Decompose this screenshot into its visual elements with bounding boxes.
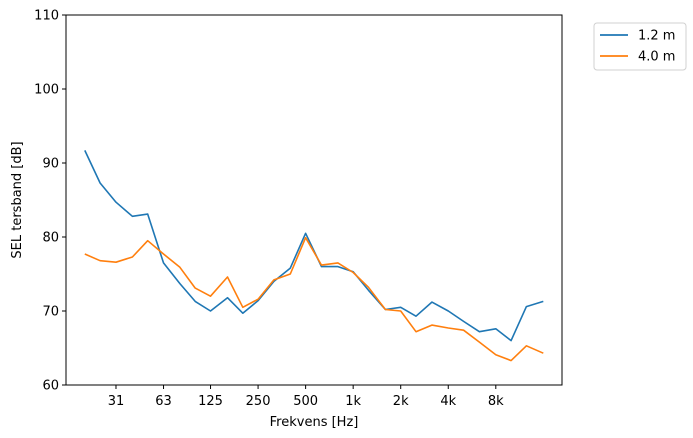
- y-tick-label: 100: [34, 83, 59, 98]
- x-axis-label: Frekvens [Hz]: [270, 415, 359, 430]
- x-tick-label: 1k: [345, 394, 361, 409]
- x-tick-label: 8k: [488, 394, 504, 409]
- plot-area: [84, 150, 544, 362]
- y-tick-label: 80: [42, 231, 59, 246]
- x-axis: 31 63 125 250 500 1k 2k 4k 8k: [108, 385, 504, 409]
- x-tick-label: 63: [155, 394, 172, 409]
- y-axis-label: SEL tersband [dB]: [10, 141, 25, 258]
- x-tick-label: 2k: [393, 394, 409, 409]
- x-tick-label: 4k: [440, 394, 456, 409]
- y-axis: 60 70 80 90 100 110: [34, 9, 66, 394]
- y-tick-label: 60: [42, 379, 59, 394]
- y-tick-label: 70: [42, 305, 59, 320]
- x-tick-label: 125: [198, 394, 223, 409]
- y-tick-label: 110: [34, 9, 59, 24]
- y-tick-label: 90: [42, 157, 59, 172]
- x-tick-label: 250: [246, 394, 271, 409]
- legend-label-1: 1.2 m: [638, 29, 675, 44]
- series-line-2: [84, 236, 544, 362]
- x-tick-label: 500: [293, 394, 318, 409]
- legend: 1.2 m 4.0 m: [593, 22, 687, 71]
- legend-label-2: 4.0 m: [638, 50, 675, 65]
- axes-frame: [65, 14, 563, 386]
- x-tick-label: 31: [108, 394, 125, 409]
